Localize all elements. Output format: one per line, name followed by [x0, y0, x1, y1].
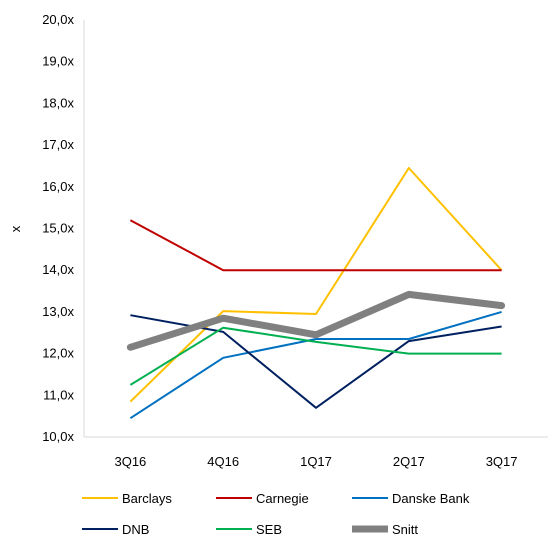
- legend-label-carnegie: Carnegie: [256, 491, 309, 506]
- y-tick-label: 16,0x: [42, 179, 74, 194]
- y-tick-label: 14,0x: [42, 262, 74, 277]
- series-line-seb: [129, 326, 502, 386]
- x-tick-label: 1Q17: [300, 454, 332, 469]
- series-line-danske-bank: [129, 310, 502, 420]
- x-tick-label: 3Q17: [486, 454, 518, 469]
- legend-label-dnb: DNB: [122, 522, 149, 537]
- y-tick-label: 19,0x: [42, 54, 74, 69]
- x-tick-label: 4Q16: [207, 454, 239, 469]
- y-tick-label: 17,0x: [42, 137, 74, 152]
- legend-label-barclays: Barclays: [122, 491, 172, 506]
- series-line-snitt: [126, 290, 506, 351]
- y-axis-ticks: 10,0x 11,0x 12,0x 13,0x 14,0x 15,0x 16,0x 17,0x…: [42, 12, 74, 444]
- y-tick-label: 13,0x: [42, 304, 74, 319]
- series-line-barclays: [129, 167, 503, 403]
- legend-label-seb: SEB: [256, 522, 282, 537]
- x-tick-label: 2Q17: [393, 454, 425, 469]
- y-tick-label: 18,0x: [42, 95, 74, 110]
- y-axis-title: x: [8, 225, 23, 232]
- y-tick-label: 15,0x: [42, 221, 74, 236]
- x-tick-label: 3Q16: [114, 454, 146, 469]
- series-lines: [126, 167, 506, 420]
- y-tick-label: 11,0x: [43, 387, 74, 402]
- series-line-carnegie: [129, 219, 502, 272]
- y-tick-label: 20,0x: [42, 12, 74, 27]
- legend-label-danske-bank: Danske Bank: [392, 491, 470, 506]
- legend-label-snitt: Snitt: [392, 522, 418, 537]
- legend: Barclays Carnegie Danske Bank DNB SEB Snitt: [82, 491, 470, 537]
- y-tick-label: 12,0x: [42, 346, 74, 361]
- x-axis-ticks: 3Q16 4Q16 1Q17 2Q17 3Q17: [114, 454, 517, 469]
- y-tick-label: 10,0x: [42, 429, 74, 444]
